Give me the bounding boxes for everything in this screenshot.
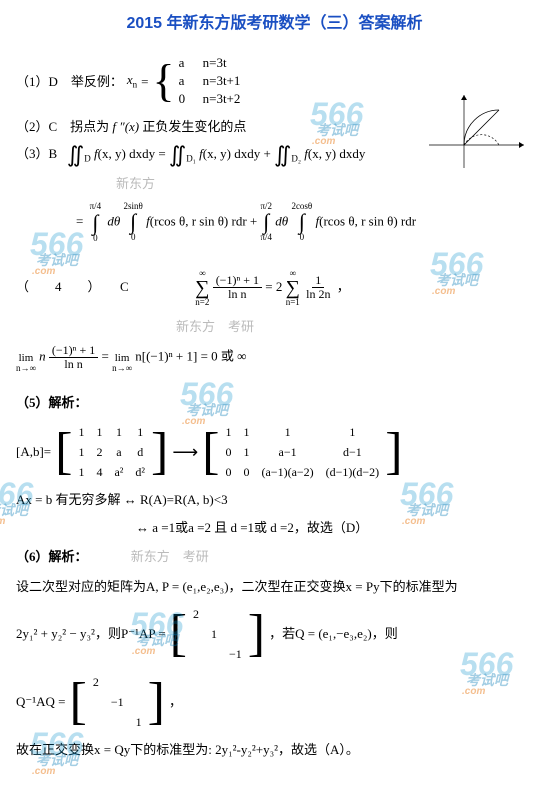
frac: (−1)ⁿ + 1ln n [213, 274, 262, 301]
q6-l3b: ， [169, 692, 182, 712]
lim-icon: limn→∞ [112, 353, 132, 373]
q1-brace: { an=3tan=3t+10n=3t+2 [153, 54, 241, 109]
matrix-c: [21−1] [170, 604, 265, 664]
q6-line3: Q⁻¹AQ = [2−11] ， [16, 672, 533, 732]
int-icon: ∫ [130, 211, 136, 233]
iint-icon: ∬ [169, 144, 186, 166]
q4-label: （ 4 ） C [16, 279, 129, 294]
q6-l3a: Q⁻¹AQ = [16, 692, 66, 712]
iint-icon: ∬ [67, 144, 84, 166]
matrix-a: [111112ad14a²d²] [55, 422, 168, 482]
q4-tail: ， [337, 279, 350, 294]
q4b-eq: = [101, 349, 112, 364]
lim: 0 [131, 233, 136, 242]
q4b-b: n[(−1)ⁿ + 1] = 0 或 ∞ [135, 349, 246, 364]
n: (−1)ⁿ + 1 [213, 274, 262, 288]
q4-mid: = 2 [265, 279, 282, 294]
q4b: limn→∞ n (−1)ⁿ + 1ln n = limn→∞ n[(−1)ⁿ … [16, 344, 533, 373]
q5-line3: ↔ a =1或a =2 且 d =1或 d =2，故选（D） [136, 518, 533, 538]
matrix-d: [2−11] [70, 672, 165, 732]
q6-label: （6）解析： 新东方 考研 [16, 547, 533, 567]
faint-text-3: 新东方 考研 [131, 549, 209, 564]
d: ln n [61, 358, 85, 371]
q1-rows: an=3tan=3t+10n=3t+2 [175, 54, 241, 109]
int-icon: ∫ [299, 211, 305, 233]
n: 1 [312, 274, 324, 288]
frac: (−1)ⁿ + 1ln n [49, 344, 98, 371]
q4b-a: n [39, 349, 46, 364]
q1-var: xn [127, 70, 137, 92]
q5-label: （5）解析： [16, 393, 533, 413]
sum-icon: ∞∑n=2 [195, 269, 209, 307]
q2-label: （2）C 拐点为 [16, 119, 109, 134]
q3-graph [419, 90, 529, 170]
s: n=2 [195, 298, 209, 307]
q6-line4: 故在正交变换x = Qy下的标准型为: 2y₁²-y₂²+y₃²，故选（A）。 [16, 740, 533, 760]
q1-eq: = [141, 72, 148, 92]
q3-label: （3）B [16, 146, 57, 161]
frac: 1ln 2n [303, 274, 333, 301]
faint-text-1: 新东方 [116, 174, 533, 194]
q5-lhs: [A,b]= [16, 442, 51, 462]
q5-matrices: [A,b]= [111112ad14a²d²] ⟶ [111101a−1d−10… [16, 422, 533, 482]
matrix-b: [111101a−1d−100(a−1)(a−2)(d−1)(d−2)] [202, 422, 402, 482]
sum-icon: ∞∑n=1 [286, 269, 300, 307]
q6-l2a: 2y₁² + y₂² − y₃²，则P⁻¹AP = [16, 624, 166, 644]
q6-lbl: （6）解析： [16, 549, 88, 564]
q5-line2: Ax = b 有无穷多解 ↔ R(A)=R(A, b)<3 [16, 490, 533, 510]
q3-line2: = π/4∫0 dθ 2sinθ∫0 f(rcos θ, r sin θ) rd… [76, 202, 533, 243]
page-title: 2015 年新东方版考研数学（三）答案解析 [16, 12, 533, 36]
lim: 0 [300, 233, 305, 242]
iint-icon: ∬ [274, 144, 291, 166]
s: n=1 [286, 298, 300, 307]
d: ln n [225, 288, 249, 301]
q1-label: （1）D 举反例： [16, 72, 123, 92]
n: (−1)ⁿ + 1 [49, 344, 98, 358]
q1-var-sub: n [133, 80, 138, 90]
brace-icon: { [153, 58, 175, 104]
d: ln 2n [303, 288, 333, 301]
q4: （ 4 ） C ∞∑n=2 (−1)ⁿ + 1ln n = 2 ∞∑n=1 1l… [16, 269, 533, 307]
q6-line1: 设二次型对应的矩阵为A, P = (e₁,e₂,e₃)，二次型在正交变换x = … [16, 577, 533, 597]
faint-text-2: 新东方 考研 [176, 317, 533, 337]
int-icon: ∫ [263, 211, 269, 233]
lim: 0 [93, 234, 98, 243]
q2-tail: 正负发生变化的点 [142, 119, 246, 134]
lim-icon: limn→∞ [16, 353, 36, 373]
q2-mid: f ″(x) [112, 119, 139, 134]
int-icon: ∫ [92, 212, 98, 234]
l: n→∞ [16, 364, 36, 373]
q6-line2: 2y₁² + y₂² − y₃²，则P⁻¹AP = [21−1] ，若Q = (… [16, 604, 533, 664]
l: n→∞ [112, 364, 132, 373]
lim: π/4 [261, 233, 273, 242]
q6-l2b: ，若Q = (e₁,−e₃,e₂)，则 [269, 624, 398, 644]
arrow-icon: ⟶ [172, 439, 198, 466]
